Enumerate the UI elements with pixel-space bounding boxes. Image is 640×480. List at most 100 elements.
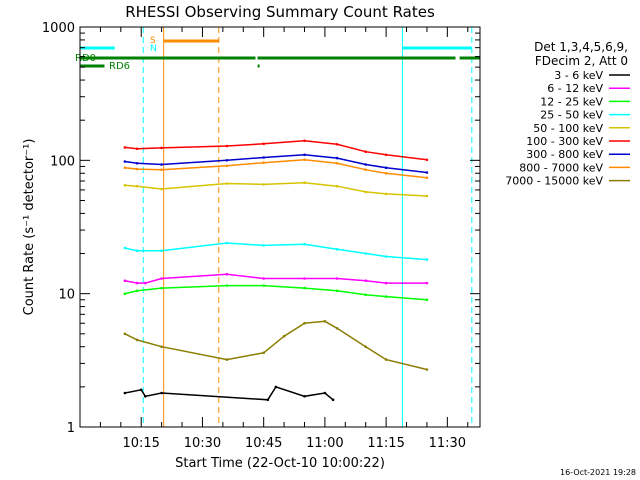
x-tick-label-11-30: 11:30 bbox=[429, 436, 466, 451]
series-line-50-100-kev bbox=[124, 181, 427, 197]
data-point-6-12-kev-9 bbox=[384, 281, 388, 285]
data-point-25-50-kev-6 bbox=[335, 248, 339, 251]
flag-s: S bbox=[150, 36, 156, 46]
data-point-50-100-kev-1 bbox=[135, 184, 139, 188]
data-point-25-50-kev-4 bbox=[262, 244, 266, 247]
data-point-3-6-kev-1 bbox=[139, 388, 143, 392]
data-point-3-6-kev-7 bbox=[323, 391, 327, 395]
data-point-7000-15000-kev-7 bbox=[323, 320, 327, 323]
footer-timestamp: 16-Oct-2021 19:28 bbox=[560, 468, 636, 477]
legend-label-25-50-kev: 25 - 50 keV bbox=[540, 109, 603, 122]
data-point-3-6-kev-3 bbox=[160, 391, 163, 395]
x-axis-label: Start Time (22-Oct-10 10:00:22) bbox=[175, 456, 385, 471]
data-point-7000-15000-kev-9 bbox=[364, 345, 368, 349]
series-line-3-6-kev bbox=[124, 386, 334, 401]
data-point-7000-15000-kev-6 bbox=[303, 321, 306, 325]
data-point-800-7000-kev-6 bbox=[335, 162, 339, 165]
x-tick-label-10-30: 10:30 bbox=[184, 436, 221, 451]
data-point-25-50-kev-2 bbox=[160, 249, 163, 252]
data-point-25-50-kev-3 bbox=[225, 241, 229, 245]
data-point-12-25-kev-5 bbox=[303, 286, 306, 290]
x-tick-label-10-45: 10:45 bbox=[245, 436, 282, 451]
y-tick-label-100: 100 bbox=[50, 154, 75, 169]
data-point-100-300-kev-7 bbox=[364, 150, 368, 153]
data-point-3-6-kev-4 bbox=[266, 398, 270, 402]
flag-n: N bbox=[150, 44, 157, 54]
plot-frame bbox=[79, 26, 481, 428]
data-point-12-25-kev-8 bbox=[384, 295, 388, 298]
series-line-6-12-kev bbox=[124, 273, 427, 284]
data-point-800-7000-kev-1 bbox=[135, 167, 139, 171]
data-point-800-7000-kev-4 bbox=[262, 161, 266, 164]
data-point-12-25-kev-1 bbox=[135, 289, 139, 293]
data-point-3-6-kev-5 bbox=[274, 385, 278, 389]
legend-label-7000-15000-kev: 7000 - 15000 keV bbox=[505, 175, 603, 188]
legend-label-6-12-kev: 6 - 12 keV bbox=[547, 82, 603, 95]
data-point-3-6-kev-2 bbox=[144, 395, 147, 398]
plot-area: RD0 RD6 SN bbox=[75, 27, 480, 427]
data-point-25-50-kev-1 bbox=[135, 249, 139, 252]
series-line-800-7000-kev bbox=[124, 159, 427, 179]
x-tick-label-11-15: 11:15 bbox=[367, 436, 404, 451]
data-point-6-12-kev-10 bbox=[425, 281, 429, 285]
data-point-100-300-kev-3 bbox=[225, 144, 229, 148]
y-tick-label-1: 1 bbox=[67, 421, 75, 436]
data-point-300-800-kev-1 bbox=[135, 162, 139, 165]
data-point-300-800-kev-2 bbox=[160, 163, 163, 166]
data-point-300-800-kev-3 bbox=[225, 159, 229, 162]
data-point-3-6-kev-8 bbox=[331, 398, 335, 402]
chart-title: RHESSI Observing Summary Count Rates bbox=[125, 3, 435, 21]
axes: 1 10 100 1000 10:15 10:30 10:45 11:00 11:15 11:30 bbox=[42, 21, 481, 451]
data-point-12-25-kev-6 bbox=[335, 289, 339, 293]
data-point-100-300-kev-1 bbox=[135, 147, 139, 151]
data-point-6-12-kev-5 bbox=[262, 277, 266, 280]
series-line-100-300-kev bbox=[124, 140, 427, 161]
data-point-7000-15000-kev-2 bbox=[160, 345, 163, 349]
data-point-6-12-kev-1 bbox=[135, 281, 139, 285]
y-tick-label-1000: 1000 bbox=[42, 21, 75, 36]
legend-label-3-6-kev: 3 - 6 keV bbox=[554, 69, 603, 82]
data-point-25-50-kev-9 bbox=[425, 258, 429, 261]
data-point-25-50-kev-7 bbox=[364, 252, 368, 255]
data-point-100-300-kev-2 bbox=[160, 146, 163, 150]
data-point-6-12-kev-6 bbox=[303, 277, 306, 280]
data-point-100-300-kev-8 bbox=[384, 153, 388, 157]
data-point-300-800-kev-8 bbox=[384, 166, 388, 169]
y-axis-label: Count Rate (s⁻¹ detector⁻¹) bbox=[22, 139, 37, 316]
legend-label-300-800-kev: 300 - 800 keV bbox=[526, 148, 603, 161]
data-point-7000-15000-kev-10 bbox=[384, 358, 388, 361]
data-point-300-800-kev-5 bbox=[303, 153, 306, 157]
data-point-300-800-kev-6 bbox=[335, 156, 339, 160]
legend: Det 1,3,4,5,6,9, FDecim 2, Att 0 3 - 6 k… bbox=[505, 40, 630, 188]
data-point-12-25-kev-4 bbox=[262, 284, 266, 287]
x-tick-label-10-15: 10:15 bbox=[122, 436, 159, 451]
data-point-50-100-kev-5 bbox=[303, 181, 306, 184]
data-point-50-100-kev-8 bbox=[384, 192, 388, 196]
data-point-300-800-kev-9 bbox=[425, 171, 429, 174]
data-point-12-25-kev-9 bbox=[425, 298, 429, 302]
data-point-100-300-kev-5 bbox=[303, 139, 306, 143]
legend-header-line-2: FDecim 2, Att 0 bbox=[535, 54, 628, 68]
data-point-12-25-kev-0 bbox=[123, 292, 127, 296]
data-point-50-100-kev-6 bbox=[335, 184, 339, 188]
data-point-3-6-kev-6 bbox=[303, 395, 306, 398]
data-point-6-12-kev-7 bbox=[335, 277, 339, 280]
data-point-6-12-kev-3 bbox=[160, 277, 163, 280]
data-point-6-12-kev-4 bbox=[225, 272, 229, 276]
legend-header-line-1: Det 1,3,4,5,6,9, bbox=[534, 40, 628, 54]
x-tick-label-11-00: 11:00 bbox=[306, 436, 343, 451]
series-line-7000-15000-kev bbox=[124, 320, 428, 371]
data-point-50-100-kev-4 bbox=[262, 183, 266, 186]
data-point-12-25-kev-2 bbox=[160, 286, 163, 290]
data-point-800-7000-kev-9 bbox=[425, 176, 429, 180]
legend-label-50-100-kev: 50 - 100 keV bbox=[533, 122, 603, 135]
data-point-7000-15000-kev-8 bbox=[335, 327, 339, 330]
series-line-25-50-kev bbox=[124, 242, 427, 261]
data-point-50-100-kev-7 bbox=[364, 190, 368, 194]
data-point-50-100-kev-2 bbox=[160, 187, 163, 191]
series-line-12-25-kev bbox=[124, 284, 427, 301]
data-point-800-7000-kev-8 bbox=[384, 172, 388, 175]
data-point-7000-15000-kev-0 bbox=[123, 332, 127, 336]
data-point-50-100-kev-0 bbox=[123, 184, 127, 187]
